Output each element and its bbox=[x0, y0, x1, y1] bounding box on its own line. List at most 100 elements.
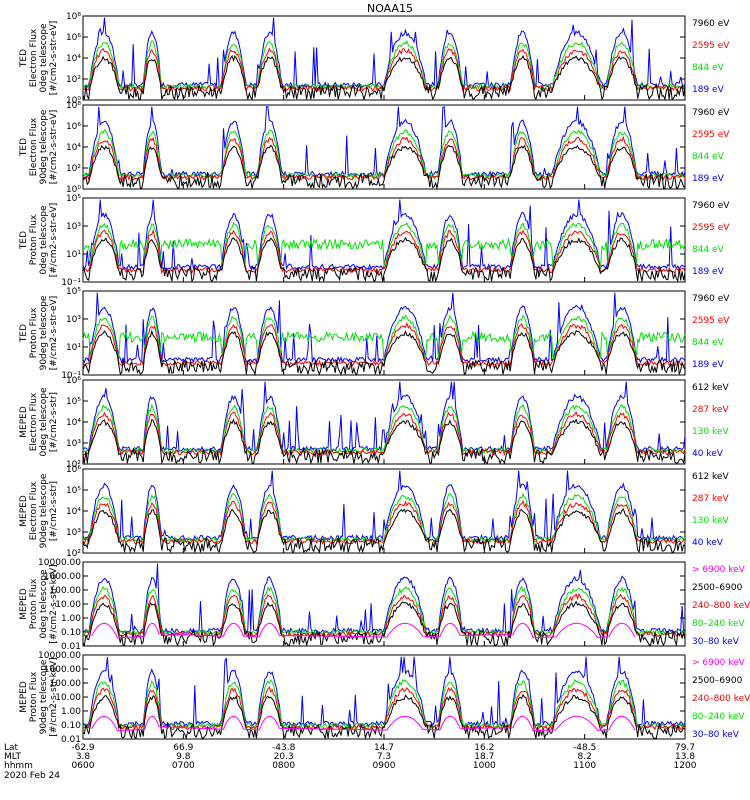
legend-item: 189 eV bbox=[692, 174, 725, 184]
y-axis-label-line: [#/cm2-s-str-eV] bbox=[49, 21, 59, 96]
series-trace-blue bbox=[82, 17, 686, 89]
legend-item: 844 eV bbox=[692, 63, 725, 73]
y-axis-label-line: MEPED bbox=[19, 495, 29, 527]
legend-item: 844 eV bbox=[692, 152, 725, 162]
x-tick-label: 3.8 bbox=[76, 752, 91, 762]
y-axis-label-line: Electron Flux bbox=[29, 392, 39, 451]
x-tick-label: 1200 bbox=[674, 761, 697, 771]
y-tick-label: 10⁸ bbox=[66, 12, 81, 22]
y-axis-label-line: TED bbox=[19, 138, 29, 157]
y-tick-label: 1.00 bbox=[61, 707, 81, 717]
x-tick-label: 7.3 bbox=[377, 752, 391, 762]
x-tick-label: 79.7 bbox=[675, 743, 695, 753]
legend-item: 2595 eV bbox=[692, 316, 730, 326]
x-tick-label: -43.8 bbox=[272, 743, 296, 753]
plot-title: NOAA15 bbox=[367, 2, 413, 15]
x-tick-label: 0800 bbox=[272, 761, 295, 771]
y-tick-label: 10.00 bbox=[55, 693, 81, 703]
y-axis-label-line: TED bbox=[19, 49, 29, 68]
y-tick-label: 1.00 bbox=[61, 614, 81, 624]
legend-item: 287 keV bbox=[692, 494, 729, 504]
y-axis-label: MEPEDElectron Flux0deg telescope[#/cm2-s… bbox=[19, 387, 59, 457]
y-axis-label-line: MEPED bbox=[19, 588, 29, 620]
y-axis-label-line: [#/cm2-s-str] bbox=[49, 392, 59, 452]
y-tick-label: 10² bbox=[66, 164, 81, 174]
y-tick-label: 10² bbox=[66, 549, 81, 559]
y-axis-label-line: Proton Flux bbox=[29, 578, 39, 629]
y-tick-label: 10⁶ bbox=[66, 122, 81, 132]
legend-item: 80–240 keV bbox=[692, 619, 745, 629]
legend-item: 130 keV bbox=[692, 516, 729, 526]
x-tick-label: 20.3 bbox=[274, 752, 294, 762]
y-tick-label: 10⁵ bbox=[66, 287, 81, 297]
y-axis-label: TEDElectron Flux0deg telescope[#/cm2-s-s… bbox=[19, 21, 59, 96]
y-axis-label-line: MEPED bbox=[19, 681, 29, 713]
x-row-label: hhmm bbox=[4, 761, 33, 771]
y-axis-label-line: MEPED bbox=[19, 406, 29, 438]
x-tick-label: 0700 bbox=[172, 761, 195, 771]
legend-item: 189 eV bbox=[692, 85, 725, 95]
legend-item: > 6900 keV bbox=[692, 658, 746, 668]
x-tick-label: 0900 bbox=[373, 761, 396, 771]
x-tick-label: 9.8 bbox=[176, 752, 191, 762]
y-axis-label-line: 90deg telescope bbox=[39, 659, 49, 734]
y-tick-label: 10⁴ bbox=[66, 143, 81, 153]
y-tick-label: 1000.00 bbox=[44, 665, 81, 675]
y-axis-label-line: [#/cm2-s-str] bbox=[49, 481, 59, 541]
series-trace-blue bbox=[82, 292, 686, 365]
legend-item: 240–800 keV bbox=[692, 601, 750, 611]
y-axis-label-line: Proton Flux bbox=[29, 671, 39, 722]
y-tick-label: 10⁶ bbox=[66, 376, 81, 386]
y-tick-label: 10⁻¹ bbox=[61, 371, 81, 381]
y-axis-label-line: 0deg telescope bbox=[39, 569, 49, 639]
y-axis-label-line: [#/cm2-s-str-eV] bbox=[49, 203, 59, 278]
y-axis-label: TEDProton Flux0deg telescope[#/cm2-s-str… bbox=[19, 203, 59, 278]
legend-item: 30–80 keV bbox=[692, 637, 740, 647]
series-trace-green bbox=[82, 129, 686, 180]
y-tick-label: 0.01 bbox=[61, 642, 81, 652]
legend-item: > 6900 keV bbox=[692, 565, 746, 575]
y-axis-label: MEPEDProton Flux0deg telescope[#/cm2-s-s… bbox=[19, 564, 59, 643]
x-tick-label: 14.7 bbox=[374, 743, 394, 753]
y-axis-label-line: Electron Flux bbox=[29, 117, 39, 176]
x-tick-label: 16.2 bbox=[474, 743, 494, 753]
series-trace-red bbox=[82, 499, 686, 546]
x-tick-label: -62.9 bbox=[71, 743, 95, 753]
x-tick-label: 1000 bbox=[473, 761, 496, 771]
y-tick-label: 10⁴ bbox=[66, 418, 81, 428]
series-trace-black bbox=[82, 600, 686, 647]
y-axis-label: MEPEDElectron Flux90deg telescope[#/cm2-… bbox=[19, 473, 59, 548]
y-tick-label: 10² bbox=[66, 75, 81, 85]
y-tick-label: 10⁶ bbox=[66, 465, 81, 475]
date-label: 2020 Feb 24 bbox=[4, 771, 60, 781]
y-tick-label: 10³ bbox=[66, 315, 81, 325]
y-tick-label: 10⁸ bbox=[66, 101, 81, 111]
legend-item: 130 keV bbox=[692, 427, 729, 437]
x-tick-label: 0600 bbox=[72, 761, 95, 771]
y-tick-label: 100.00 bbox=[50, 679, 82, 689]
y-tick-label: 10⁰ bbox=[66, 96, 81, 106]
x-tick-label: 8.2 bbox=[578, 752, 592, 762]
y-axis-label-line: [#/cm2-s-str-keV] bbox=[49, 564, 59, 643]
x-row-label: Lat bbox=[4, 743, 19, 753]
legend-item: 40 keV bbox=[692, 538, 724, 548]
y-tick-label: 10⁻¹ bbox=[61, 278, 81, 288]
y-axis-label-line: TED bbox=[19, 324, 29, 343]
legend-item: 30–80 keV bbox=[692, 730, 740, 740]
series-trace-red bbox=[83, 135, 686, 182]
x-tick-label: -48.5 bbox=[573, 743, 596, 753]
legend-item: 2595 eV bbox=[692, 41, 730, 51]
y-tick-label: 10⁵ bbox=[66, 194, 81, 204]
legend-item: 844 eV bbox=[692, 245, 725, 255]
series-trace-blue bbox=[82, 656, 686, 728]
y-axis-label-line: Electron Flux bbox=[29, 481, 39, 540]
series-trace-black bbox=[82, 144, 686, 190]
y-tick-label: 1000.00 bbox=[44, 572, 81, 582]
y-tick-label: 0.10 bbox=[61, 721, 81, 731]
legend-item: 2500–6900 bbox=[692, 676, 743, 686]
legend-item: 2500–6900 bbox=[692, 583, 743, 593]
x-tick-label: 13.8 bbox=[675, 752, 695, 762]
y-tick-label: 10¹ bbox=[66, 250, 81, 260]
y-tick-label: 10⁰ bbox=[66, 185, 81, 195]
